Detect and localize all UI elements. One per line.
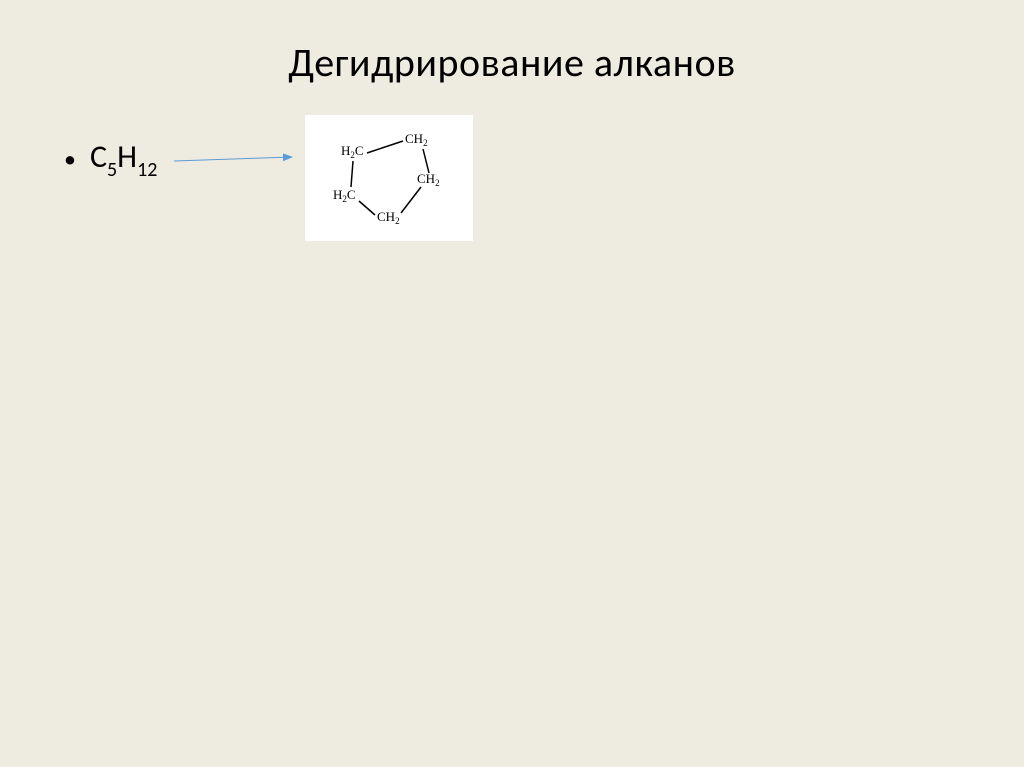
atom-label-2: H2C [341,143,364,160]
reaction-arrow-icon [174,153,304,169]
formula-sub-2: 12 [137,158,157,182]
atom-label-5: CH2 [377,209,400,226]
bond-2 [423,149,429,173]
formula-sub-1: 5 [107,158,117,182]
content-area: • С5Н12 CH2 H2C CH2 [0,117,1024,180]
chemical-formula: С5Н12 [90,137,157,180]
bond-1 [367,141,403,153]
bond-5 [351,161,353,187]
bond-4 [359,201,375,215]
bullet-marker: • [64,145,76,174]
atom-label-4: H2C [333,187,356,204]
atoms-group: CH2 H2C CH2 H2C CH2 [333,131,440,226]
formula-element-h: Н [117,137,137,176]
cyclopentane-structure: CH2 H2C CH2 H2C CH2 [305,115,473,241]
atom-label-3: CH2 [417,171,440,188]
slide-title: Дегидрирование алканов [0,0,1024,117]
atom-label-1: CH2 [405,131,428,148]
arrow-line [174,157,292,161]
molecule-diagram: CH2 H2C CH2 H2C CH2 [305,115,473,241]
bond-3 [401,187,421,213]
formula-element-c: С [90,137,107,176]
